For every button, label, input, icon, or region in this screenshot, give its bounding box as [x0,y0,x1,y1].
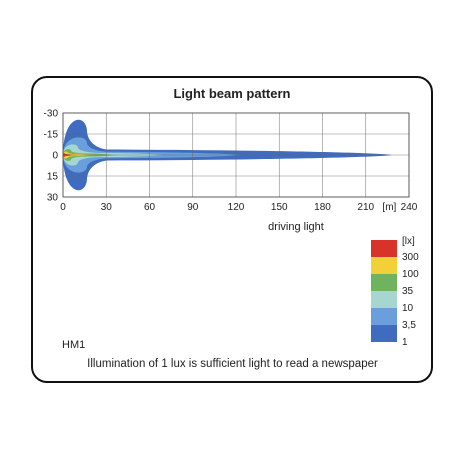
legend-label: 35 [402,286,414,297]
legend-swatch [371,257,397,274]
plot-frame [62,112,410,198]
legend-swatch [371,291,397,308]
plot-grid [62,112,410,198]
chart-title: Light beam pattern [173,86,290,101]
legend-swatch [371,325,397,342]
model-code: HM1 [62,339,86,351]
footer-note: Illumination of 1 lux is sufficient ligh… [87,358,378,370]
x-tick-label: 210 [357,202,374,213]
y-tick-label: 0 [52,151,58,162]
lux-legend: [lx] 300 100 35 10 3,5 1 [371,236,419,348]
y-tick-label: 15 [47,172,59,183]
legend-label: 1 [402,337,408,348]
x-tick-label: 60 [144,202,156,213]
x-tick-label: 180 [314,202,331,213]
x-tick-label: 30 [101,202,113,213]
x-tick-label: 150 [271,202,288,213]
x-tick-label: 90 [187,202,199,213]
legend-swatch [371,240,397,257]
x-axis-unit: [m] [382,202,396,213]
legend-label: 10 [402,303,414,314]
x-tick-label: 240 [401,202,418,213]
y-tick-label: -30 [44,109,59,120]
legend-label: 3,5 [402,320,416,331]
legend-label: 300 [402,252,419,263]
y-tick-label: -15 [44,130,59,141]
legend-swatch [371,308,397,325]
y-tick-label: 30 [47,193,59,204]
legend-unit: [lx] [402,236,415,247]
legend-label: 100 [402,269,419,280]
legend-swatch [371,274,397,291]
x-tick-label: 0 [60,202,66,213]
x-tick-label: 120 [228,202,245,213]
x-axis-label: driving light [268,221,324,233]
